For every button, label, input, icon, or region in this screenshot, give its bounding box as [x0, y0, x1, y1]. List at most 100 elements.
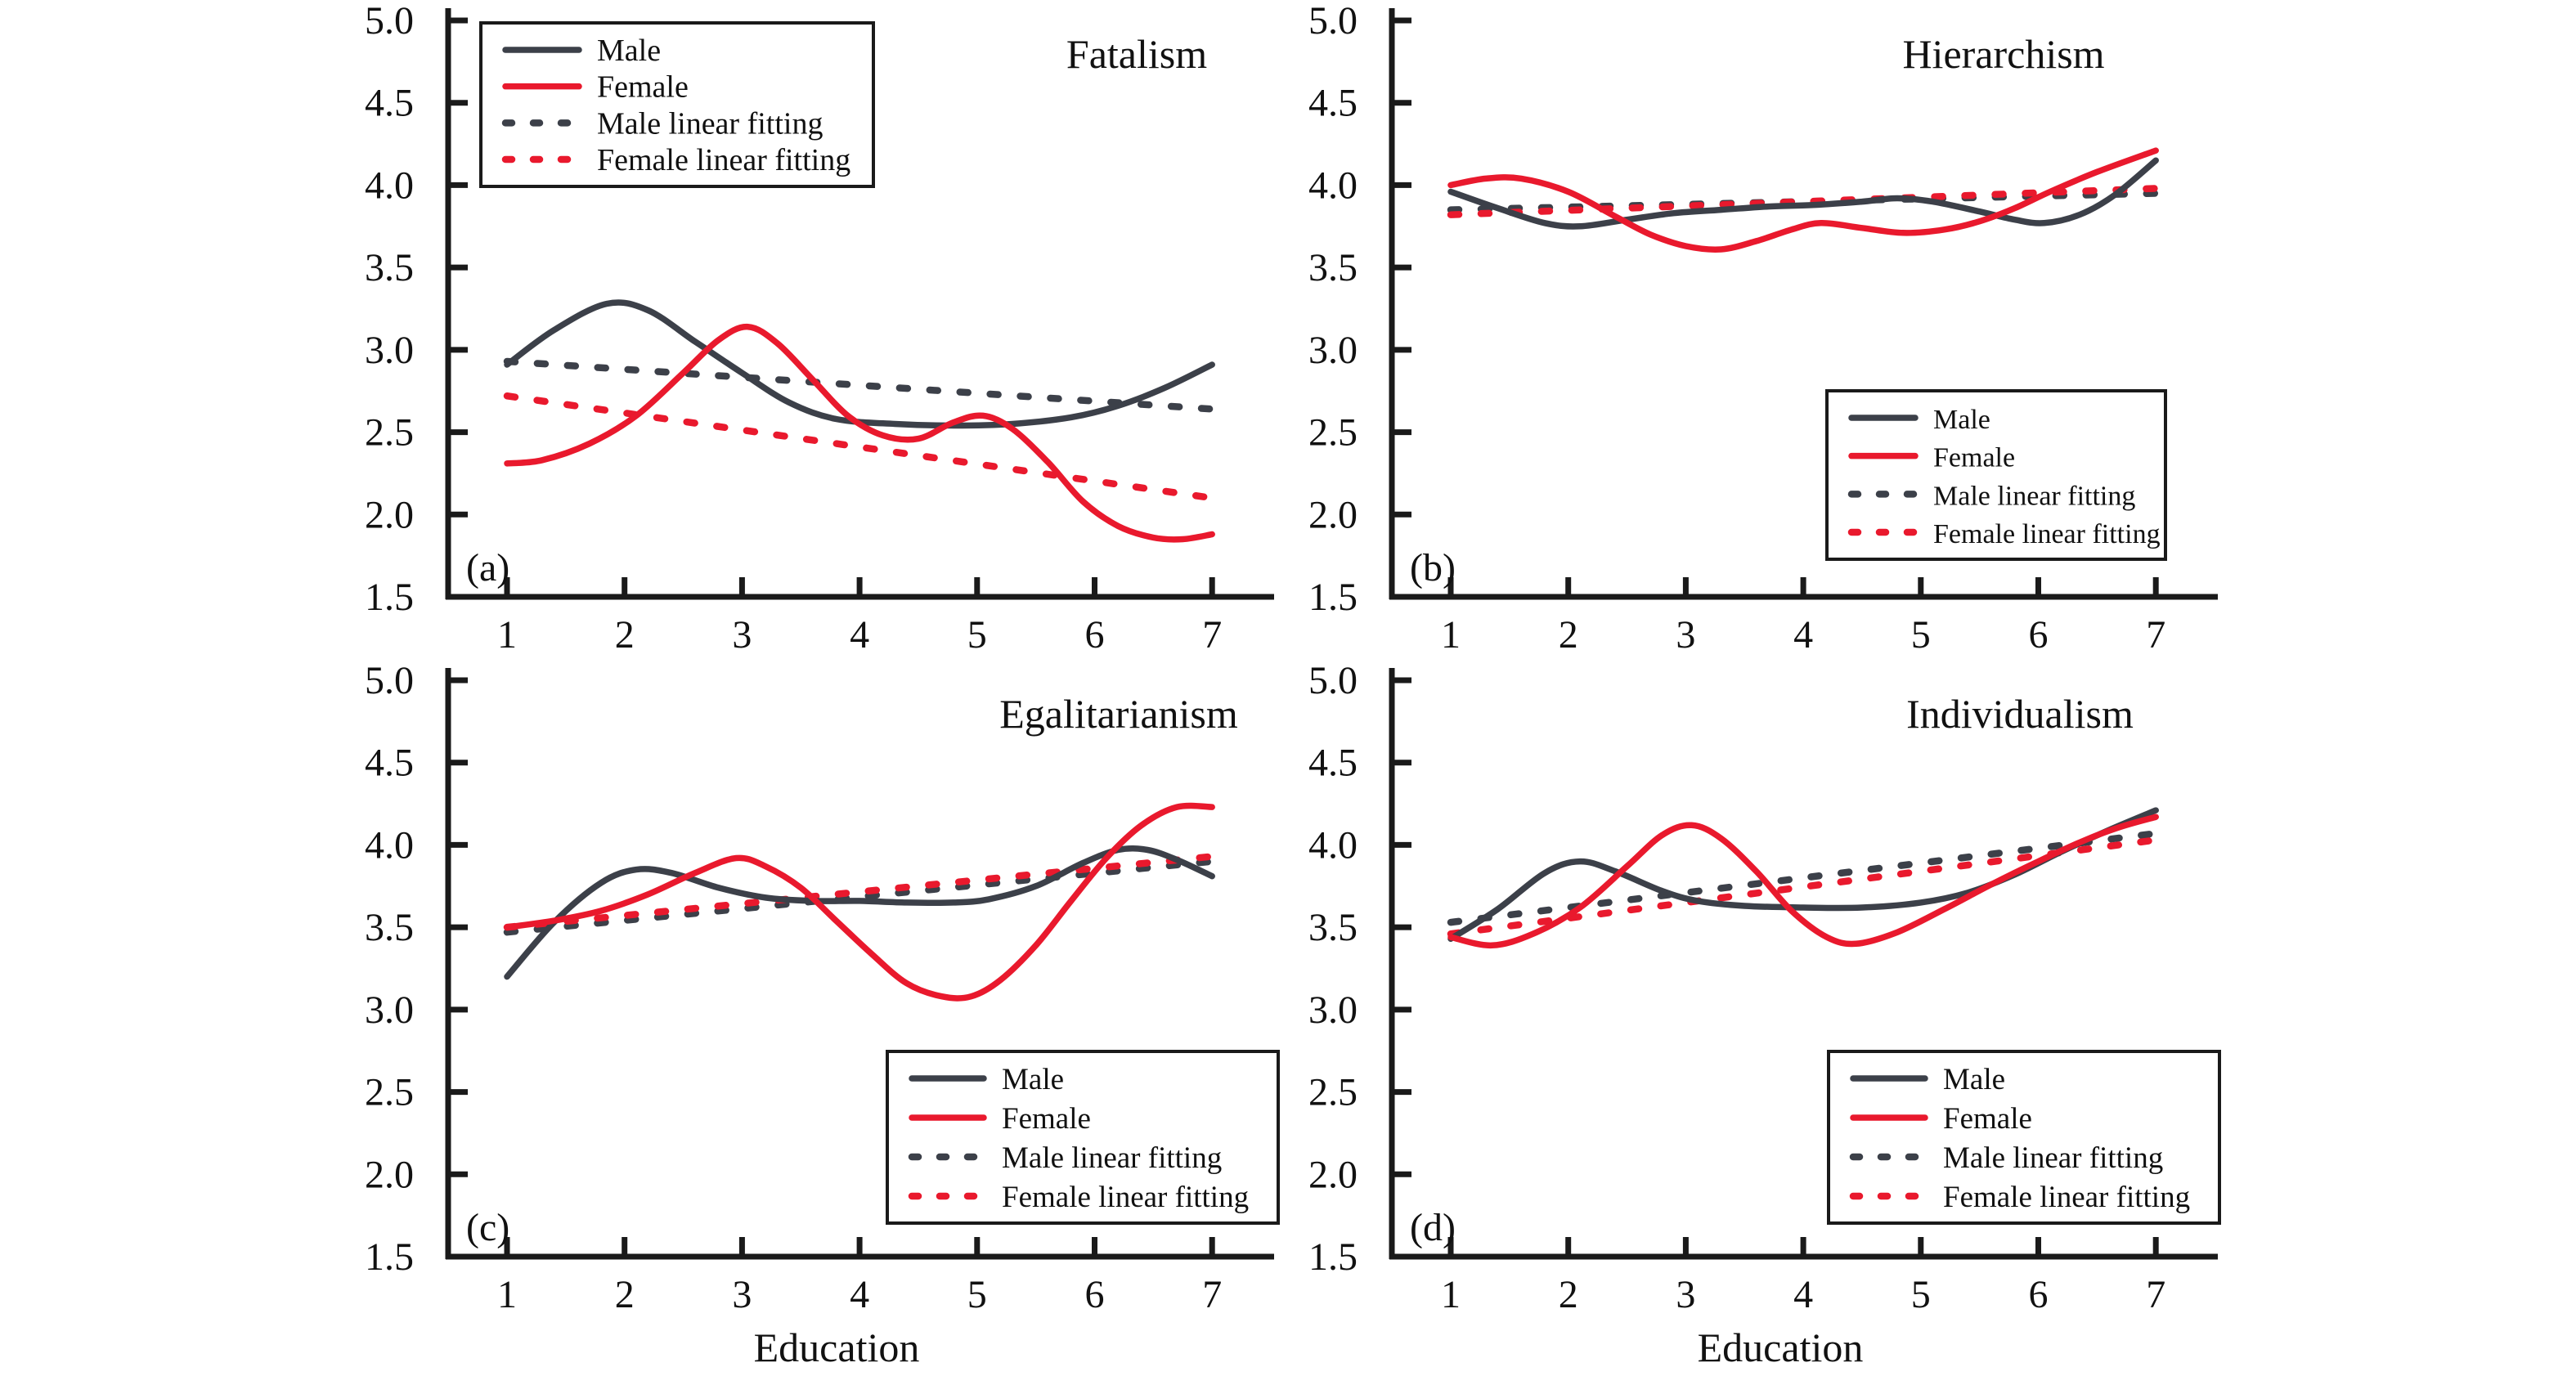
y-tick-label: 5.0	[1308, 659, 1358, 702]
y-tick-label: 2.0	[365, 1153, 414, 1196]
y-tick-label: 2.0	[365, 493, 414, 536]
y-tick-label: 5.0	[1308, 0, 1358, 43]
x-tick-label: 1	[1441, 1273, 1461, 1316]
panel-b: 5.0 4.5 4.0 3.5 3.0 2.5 2.0 1.5 1 2 3 4 5 6 7 Hierarchi…	[1308, 0, 2218, 657]
y-tick-label: 4.0	[1308, 164, 1358, 207]
panel-a-male-linear-fitting-line	[503, 357, 1216, 413]
x-tick-label: 6	[2029, 1273, 2049, 1316]
y-tick-label: 2.5	[1308, 411, 1358, 455]
panel-b-female-linear-fitting-line	[1447, 185, 2160, 218]
x-tick-label: 5	[1911, 613, 1931, 657]
panel-b-male-line	[1447, 157, 2159, 230]
panel-a-male-line	[504, 299, 1215, 429]
y-tick-label: 4.5	[1308, 82, 1358, 125]
y-tick-label: 5.0	[365, 659, 414, 702]
x-tick-label: 6	[1085, 1273, 1105, 1316]
panel-c-female-line	[504, 802, 1215, 1002]
y-tick-label: 4.5	[1308, 742, 1358, 785]
x-tick-label: 2	[615, 1273, 635, 1316]
legend-label: Female linear fitting	[1002, 1181, 1249, 1214]
panel-c-legend: Male Female Male linear fitting Female line…	[886, 1050, 1280, 1225]
panel-a-title: Fatalism	[1066, 31, 1207, 77]
x-tick-label: 4	[1793, 1273, 1813, 1316]
y-tick-label: 2.5	[1308, 1071, 1358, 1114]
legend-label: Male	[597, 34, 661, 68]
legend-label: Female	[1002, 1102, 1091, 1136]
panel-d-title: Individualism	[1906, 691, 2134, 737]
y-tick-label: 5.0	[365, 0, 414, 43]
panel-a-female-linear-fitting-line	[503, 392, 1216, 502]
y-tick-label: 3.0	[1308, 329, 1358, 372]
y-tick-label: 2.5	[365, 1071, 414, 1114]
y-tick-label: 2.0	[1308, 493, 1358, 536]
y-tick-label: 3.0	[365, 329, 414, 372]
x-tick-label: 7	[2146, 1273, 2165, 1316]
y-tick-label: 4.5	[365, 82, 414, 125]
legend-label: Male linear fitting	[1933, 481, 2135, 511]
legend-label: Male	[1943, 1063, 2005, 1096]
panel-c-xlabel: Education	[754, 1325, 920, 1370]
x-tick-label: 5	[967, 613, 987, 657]
y-tick-label: 2.0	[1308, 1153, 1358, 1196]
x-tick-label: 7	[1202, 613, 1222, 657]
legend-label: Male	[1933, 405, 1990, 435]
panel-a: 5.0 4.5 4.0 3.5 3.0 2.5 2.0 1.5 1 2 3 4 5 6 7 Fatalism (…	[365, 0, 1274, 657]
panel-d: 5.0 4.5 4.0 3.5 3.0 2.5 2.0 1.5 1 2 3 4 5 6 7 Education…	[1308, 659, 2221, 1370]
y-tick-label: 3.0	[1308, 988, 1358, 1032]
y-tick-label: 4.0	[1308, 823, 1358, 867]
panel-b-female-line	[1447, 147, 2159, 253]
x-tick-label: 7	[1202, 1273, 1222, 1316]
panel-d-xlabel: Education	[1698, 1325, 1864, 1370]
y-tick-label: 4.0	[365, 823, 414, 867]
legend-label: Female	[1943, 1102, 2032, 1136]
panel-d-letter: (d)	[1410, 1206, 1456, 1249]
panel-a-letter: (a)	[466, 546, 509, 589]
legend-label: Male	[1002, 1063, 1064, 1096]
x-tick-label: 5	[967, 1273, 987, 1316]
x-tick-label: 2	[1559, 1273, 1578, 1316]
y-tick-label: 3.5	[1308, 906, 1358, 949]
x-tick-label: 3	[1676, 613, 1695, 657]
panel-c-letter: (c)	[466, 1206, 509, 1249]
legend-label: Male linear fitting	[1002, 1141, 1222, 1175]
x-tick-label: 1	[1441, 613, 1461, 657]
panel-a-female-line	[504, 323, 1215, 543]
y-tick-label: 3.5	[365, 246, 414, 289]
legend-label: Male linear fitting	[597, 106, 823, 141]
x-tick-label: 4	[1793, 613, 1813, 657]
x-tick-label: 7	[2146, 613, 2165, 657]
panel-d-legend: Male Female Male linear fitting Female line…	[1827, 1050, 2221, 1225]
x-tick-label: 1	[497, 1273, 517, 1316]
y-tick-label: 3.0	[365, 988, 414, 1032]
legend-label: Female	[597, 70, 689, 105]
panel-c: 5.0 4.5 4.0 3.5 3.0 2.5 2.0 1.5 1 2 3 4 5 6 7 Education…	[365, 659, 1280, 1370]
y-tick-label: 4.5	[365, 742, 414, 785]
x-tick-label: 2	[615, 613, 635, 657]
x-tick-label: 5	[1911, 1273, 1931, 1316]
legend-label: Female	[1933, 443, 2015, 473]
y-tick-label: 3.5	[365, 906, 414, 949]
y-tick-label: 1.5	[365, 576, 414, 619]
x-tick-label: 4	[850, 613, 869, 657]
y-tick-label: 1.5	[365, 1235, 414, 1279]
panel-c-female-linear-fitting-line	[503, 853, 1216, 931]
x-tick-label: 3	[1676, 1273, 1695, 1316]
panel-b-title: Hierarchism	[1902, 31, 2104, 77]
panel-c-male-linear-fitting-line	[503, 858, 1216, 936]
x-tick-label: 2	[1559, 613, 1578, 657]
legend-label: Male linear fitting	[1943, 1141, 2163, 1175]
y-tick-label: 2.5	[365, 411, 414, 455]
panel-b-letter: (b)	[1410, 546, 1456, 589]
legend-label: Female linear fitting	[597, 143, 850, 177]
x-tick-label: 1	[497, 613, 517, 657]
panel-b-legend: Male Female Male linear fitting Female line…	[1825, 389, 2167, 561]
panel-d-male-linear-fitting-line	[1447, 830, 2160, 926]
y-tick-label: 3.5	[1308, 246, 1358, 289]
y-tick-label: 1.5	[1308, 576, 1358, 619]
x-tick-label: 3	[732, 613, 752, 657]
panel-c-title: Egalitarianism	[999, 691, 1238, 737]
x-tick-label: 6	[2029, 613, 2049, 657]
x-tick-label: 6	[1085, 613, 1105, 657]
y-tick-label: 4.0	[365, 164, 414, 207]
